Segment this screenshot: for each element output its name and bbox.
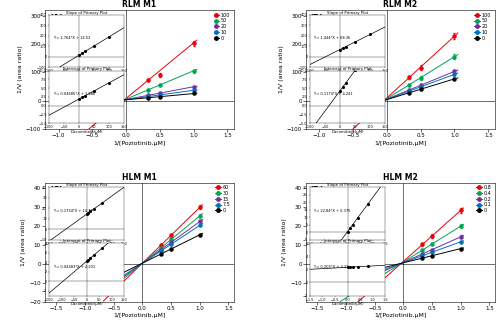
Y-axis label: 1/V (area ratio): 1/V (area ratio) xyxy=(279,46,284,93)
Legend: 60, 30, 15, 7.5, 0: 60, 30, 15, 7.5, 0 xyxy=(214,184,232,215)
Y-axis label: 1/V (area ratio): 1/V (area ratio) xyxy=(22,218,26,266)
Y-axis label: 1/V (area ratio): 1/V (area ratio) xyxy=(18,46,23,93)
Title: HLM M1: HLM M1 xyxy=(122,173,157,182)
X-axis label: 1/[Poziotinib,μM]: 1/[Poziotinib,μM] xyxy=(374,141,426,146)
Title: HLM M2: HLM M2 xyxy=(383,173,418,182)
Legend: 100, 50, 20, 10, 0: 100, 50, 20, 10, 0 xyxy=(212,11,232,42)
X-axis label: 1/[Poziotinib,μM]: 1/[Poziotinib,μM] xyxy=(114,314,166,319)
Text: (B): (B) xyxy=(310,14,324,23)
X-axis label: 1/[Poziotinib,μM]: 1/[Poziotinib,μM] xyxy=(374,314,426,319)
Title: RLM M2: RLM M2 xyxy=(384,0,418,9)
Y-axis label: 1/V (area ratio): 1/V (area ratio) xyxy=(282,218,288,266)
Text: (C): (C) xyxy=(49,186,62,195)
Title: RLM M1: RLM M1 xyxy=(122,0,156,9)
Legend: 0.8, 0.4, 0.2, 0.1, 0: 0.8, 0.4, 0.2, 0.1, 0 xyxy=(474,184,492,215)
X-axis label: 1/[Poziotinib,μM]: 1/[Poziotinib,μM] xyxy=(114,141,166,146)
Text: (A): (A) xyxy=(49,14,63,23)
Legend: 100, 50, 20, 10, 0: 100, 50, 20, 10, 0 xyxy=(473,11,492,42)
Text: (D): (D) xyxy=(310,186,324,195)
